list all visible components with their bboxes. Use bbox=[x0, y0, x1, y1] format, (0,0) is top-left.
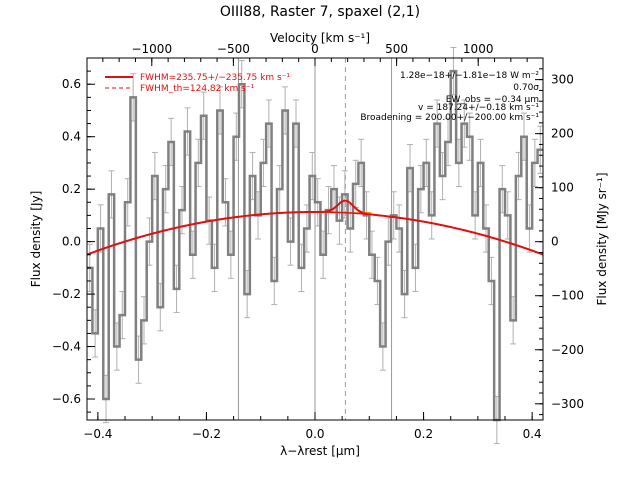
right-axis-label: Flux density [MJy sr⁻¹] bbox=[595, 172, 609, 305]
tick-label: −0.2 bbox=[192, 427, 221, 441]
tick-label: 0.0 bbox=[62, 235, 81, 249]
legend: FWHM=235.75+/−235.75 km s⁻¹ FWHM_th=124.… bbox=[105, 73, 290, 94]
tick-label: 0 bbox=[311, 42, 319, 56]
top-axis-label: Velocity [km s⁻¹] bbox=[270, 31, 370, 45]
tick-label: −500 bbox=[217, 42, 250, 56]
tick-label: −200 bbox=[551, 343, 584, 357]
tick-label: 0.4 bbox=[523, 427, 542, 441]
annotation-sigma: 0.70σ bbox=[513, 83, 539, 93]
tick-label: 200 bbox=[551, 127, 574, 141]
tick-label: −0.6 bbox=[52, 392, 81, 406]
tick-label: 0 bbox=[551, 235, 559, 249]
x-axis-label: λ−λrest [μm] bbox=[280, 444, 360, 458]
legend-label: FWHM_th=124.82 km s⁻¹ bbox=[140, 84, 255, 94]
y-axis-label: Flux density [Jy] bbox=[29, 191, 43, 288]
tick-label: −0.2 bbox=[52, 287, 81, 301]
tick-label: 0.2 bbox=[414, 427, 433, 441]
annotation-broadening: Broadening = 200.00+/−200.00 km s⁻¹ bbox=[360, 113, 539, 123]
chart-title: OIII88, Raster 7, spaxel (2,1) bbox=[220, 4, 420, 20]
fit-annotations: 1.28e−18+/−1.81e−18 W m⁻² 0.70σ EW_obs =… bbox=[360, 71, 539, 123]
annotation-velocity: v = 187.24+/−0.18 km s⁻¹ bbox=[418, 103, 539, 113]
tick-label: −0.4 bbox=[83, 427, 112, 441]
tick-label: 500 bbox=[385, 42, 408, 56]
plot-area bbox=[86, 47, 544, 445]
tick-label: 300 bbox=[551, 73, 574, 87]
tick-label: 0.0 bbox=[305, 427, 324, 441]
tick-label: 0.6 bbox=[62, 77, 81, 91]
spectrum-series bbox=[87, 69, 543, 422]
tick-label: −1000 bbox=[131, 42, 172, 56]
tick-label: −300 bbox=[551, 397, 584, 411]
axes: −0.4 −0.2 0.0 0.2 0.4−1000 −500 0 500 1000−0.6−0… bbox=[52, 42, 584, 441]
tick-label: −100 bbox=[551, 289, 584, 303]
tick-label: 0.2 bbox=[62, 182, 81, 196]
annotation-flux: 1.28e−18+/−1.81e−18 W m⁻² bbox=[400, 71, 539, 81]
tick-label: −0.4 bbox=[52, 340, 81, 354]
legend-label: FWHM=235.75+/−235.75 km s⁻¹ bbox=[140, 73, 290, 83]
tick-label: 100 bbox=[551, 181, 574, 195]
tick-label: 0.4 bbox=[62, 130, 81, 144]
annotation-ew: EW_obs = −0.34 μm bbox=[446, 95, 539, 105]
total-fit bbox=[86, 199, 544, 256]
tick-label: 1000 bbox=[463, 42, 494, 56]
